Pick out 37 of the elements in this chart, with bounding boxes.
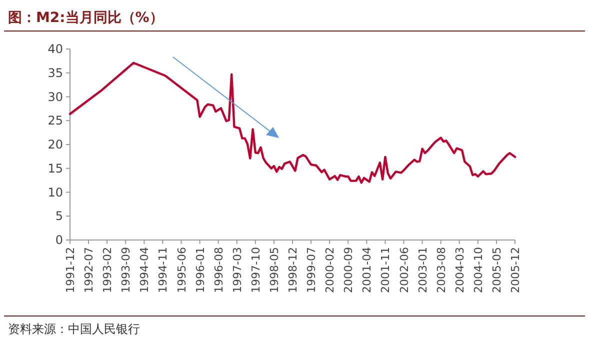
x-tick-label: 2003-01 bbox=[416, 247, 430, 293]
x-tick-label: 2004-10 bbox=[472, 247, 485, 293]
y-tick-label: 25 bbox=[48, 114, 63, 128]
y-tick-label: 15 bbox=[48, 161, 63, 176]
line-series bbox=[68, 62, 516, 184]
x-tick-label: 2005-05 bbox=[490, 247, 504, 293]
x-tick-label: 2005-12 bbox=[509, 247, 522, 293]
x-tick-label: 1991-12 bbox=[64, 247, 77, 293]
y-tick-label: 20 bbox=[48, 138, 63, 152]
x-tick-label: 2000-09 bbox=[342, 247, 356, 293]
x-tick-label: 1995-06 bbox=[175, 247, 188, 293]
y-tick-label: 5 bbox=[55, 209, 63, 224]
x-tick-label: 1992-07 bbox=[82, 247, 96, 293]
x-tick-label: 1997-03 bbox=[230, 247, 244, 293]
x-tick-label: 1996-01 bbox=[194, 247, 207, 293]
x-tick-label: 2003-08 bbox=[434, 247, 448, 293]
x-tick-label: 2001-04 bbox=[360, 247, 374, 293]
x-tick-label: 2001-11 bbox=[379, 247, 392, 293]
y-tick-label: 10 bbox=[48, 185, 63, 200]
text: 资料来源：中国人民银行 bbox=[8, 322, 140, 336]
x-tick-label: 1996-08 bbox=[212, 247, 226, 293]
x-tick-label: 2002-06 bbox=[398, 247, 411, 293]
x-tick-label: 1997-10 bbox=[249, 247, 262, 293]
x-tick-label: 1998-12 bbox=[286, 247, 300, 293]
y-tick-label: 40 bbox=[48, 42, 63, 56]
x-tick-label: 1993-09 bbox=[120, 247, 133, 293]
chart-title: 图：M2:当月同比（%） bbox=[8, 10, 164, 26]
x-tick-label: 2004-03 bbox=[453, 247, 466, 293]
x-tick-label: 1994-11 bbox=[156, 247, 170, 293]
x-tick-label: 1994-04 bbox=[138, 247, 152, 293]
x-tick-label: 1999-07 bbox=[305, 247, 318, 293]
x-tick-label: 2000-02 bbox=[324, 247, 337, 293]
y-tick-label: 35 bbox=[48, 66, 63, 80]
x-tick-label: 1993-02 bbox=[101, 247, 114, 293]
y-tick-label: 0 bbox=[55, 233, 63, 247]
y-tick-label: 30 bbox=[48, 90, 63, 104]
x-tick-label: 1998-05 bbox=[268, 247, 281, 293]
